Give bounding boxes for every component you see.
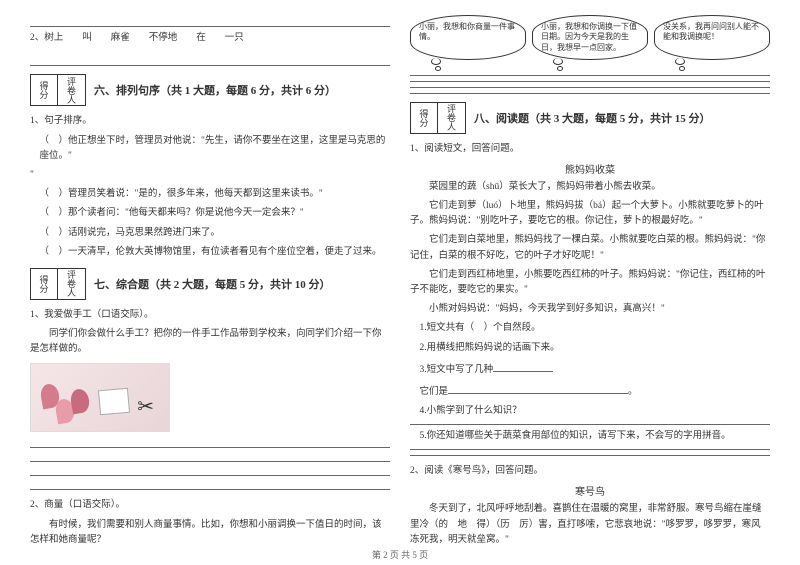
section-7-title: 七、综合题（共 2 大题，每题 5 分，共计 10 分） <box>94 276 331 292</box>
paper-icon <box>98 388 130 416</box>
story-q4: 4.小熊学到了什么知识？ <box>420 404 771 419</box>
story-q3b: 它们是。 <box>420 382 771 400</box>
reviewer-cell: 评卷人 <box>58 74 86 106</box>
left-column: 2、树上 叫 麻雀 不停地 在 一只 得分 评卷人 六、排列句序（共 1 大题，… <box>30 15 390 550</box>
blank-field[interactable] <box>448 382 628 394</box>
section-7-q1-body: 同学们你会做什么手工？把你的一件手工作品带到学校来，向同学们介绍一下你是怎样做的… <box>30 327 390 357</box>
craft-image: ✂ <box>30 363 170 432</box>
blank-line <box>30 54 390 66</box>
sort-line-1: （ ）他正想坐下时，管理员对他说："先生，请你不要坐在这里，这里是马克思的座位。… <box>40 134 391 164</box>
blank-line <box>410 84 770 88</box>
bubble-2: 小丽，我想和你调换一下值日期。因为今天是我的生日，我想早一点回家。 <box>532 15 648 60</box>
reviewer-cell: 评卷人 <box>58 268 86 300</box>
score-box: 得分 评卷人 <box>30 74 86 106</box>
section-8-q1-title: 1、阅读短文，回答问题。 <box>410 142 770 157</box>
blank-line <box>410 90 770 94</box>
section-6-title: 六、排列句序（共 1 大题，每题 6 分，共计 6 分） <box>94 82 336 98</box>
scissors-icon: ✂ <box>137 394 154 419</box>
blank-line <box>30 464 390 476</box>
blank-line <box>410 421 770 425</box>
story2-title: 寒号鸟 <box>410 483 770 498</box>
sort-line-5: （ ）一天清早，伦敦大英博物馆里，有位读者看见有个座位空着，便走了过来。 <box>40 245 391 260</box>
question-2: 2、树上 叫 麻雀 不停地 在 一只 <box>30 31 390 46</box>
sort-line-2: （ ）管理员笑着说："是的，很多年来，他每天都到这里来读书。" <box>40 187 391 202</box>
story-q1: 1.短文共有（ ）个自然段。 <box>420 321 771 336</box>
blank-line <box>30 478 390 490</box>
right-column: 小丽，我想和你商量一件事情。 小丽，我想和你调换一下值日期。因为今天是我的生日，… <box>410 15 770 550</box>
blank-line <box>30 436 390 448</box>
continuation: " <box>30 168 390 183</box>
section-8-header: 得分 评卷人 八、阅读题（共 3 大题，每题 5 分，共计 15 分） <box>410 102 770 134</box>
reviewer-cell: 评卷人 <box>438 102 466 134</box>
section-6-q1: 1、句子排序。 <box>30 114 390 129</box>
section-6-header: 得分 评卷人 六、排列句序（共 1 大题，每题 6 分，共计 6 分） <box>30 74 390 106</box>
section-7-q2-body: 有时候，我们需要和别人商量事情。比如，你想和小丽调换一下值日的时间，该怎样和她商… <box>30 518 390 548</box>
score-box: 得分 评卷人 <box>30 268 86 300</box>
section-8-q2-title: 2、阅读《寒号鸟》，回答问题。 <box>410 464 770 479</box>
blank-line <box>30 450 390 462</box>
story-p3: 它们走到白菜地里，熊妈妈找了一棵白菜。小熊就要吃白菜的根。熊妈妈说："你记住，白… <box>410 233 770 263</box>
story-p4: 它们走到西红柿地里，小熊要吃西红柿的叶子。熊妈妈说："你记住，西红柿的叶子不能吃… <box>410 268 770 298</box>
flower-icon <box>69 388 91 415</box>
story-q5: 5.你还知道哪些关于蔬菜食用部位的知识，请写下来，不会写的字用拼音。 <box>420 429 771 444</box>
story-p5: 小熊对妈妈说："妈妈，今天我学到好多知识，真高兴！" <box>410 302 770 317</box>
blank-field[interactable] <box>493 360 553 372</box>
story2-body: 冬天到了，北风呼呼地刮着。喜鹊住在温暖的窝里，非常舒服。寒号鸟缩在崖缝里冷（的 … <box>410 502 770 548</box>
story-q2: 2.用横线把熊妈妈说的话画下来。 <box>420 341 771 356</box>
section-7-header: 得分 评卷人 七、综合题（共 2 大题，每题 5 分，共计 10 分） <box>30 268 390 300</box>
score-cell: 得分 <box>30 74 58 106</box>
story-title: 熊妈妈收菜 <box>410 161 770 176</box>
section-7-q1-title: 1、我爱做手工（口语交际）。 <box>30 308 390 323</box>
story-q3: 3.短文中写了几种 <box>420 360 771 378</box>
story-p2: 它们走到萝（luó）卜地里，熊妈妈拔（bá）起一个大萝卜。小熊就要吃萝卜的叶子。… <box>410 199 770 229</box>
blank-line <box>410 72 770 76</box>
speech-bubbles: 小丽，我想和你商量一件事情。 小丽，我想和你调换一下值日期。因为今天是我的生日，… <box>410 15 770 60</box>
score-cell: 得分 <box>30 268 58 300</box>
q3b-text: 它们是 <box>420 387 449 397</box>
section-7-q2-title: 2、商量（口语交际）。 <box>30 498 390 513</box>
blank-line <box>410 452 770 456</box>
blank-line <box>410 78 770 82</box>
bubble-3: 没关系，我再问问别人能不能和我调换呢！ <box>654 15 770 60</box>
section-8-title: 八、阅读题（共 3 大题，每题 5 分，共计 15 分） <box>474 110 711 126</box>
score-cell: 得分 <box>410 102 438 134</box>
sort-line-3: （ ）那个读者问："他每天都来吗？你是说他今天一定会来？" <box>40 206 391 221</box>
q3-text: 3.短文中写了几种 <box>420 365 494 375</box>
blank-line <box>410 446 770 450</box>
page-footer: 第 2 页 共 5 页 <box>0 548 800 561</box>
story-p1: 菜园里的蔬（shū）菜长大了，熊妈妈带着小熊去收菜。 <box>410 180 770 195</box>
bubble-1: 小丽，我想和你商量一件事情。 <box>410 15 526 60</box>
blank-line <box>30 15 390 27</box>
sort-line-4: （ ）话刚说完，马克思果然跨进门来了。 <box>40 226 391 241</box>
score-box: 得分 评卷人 <box>410 102 466 134</box>
